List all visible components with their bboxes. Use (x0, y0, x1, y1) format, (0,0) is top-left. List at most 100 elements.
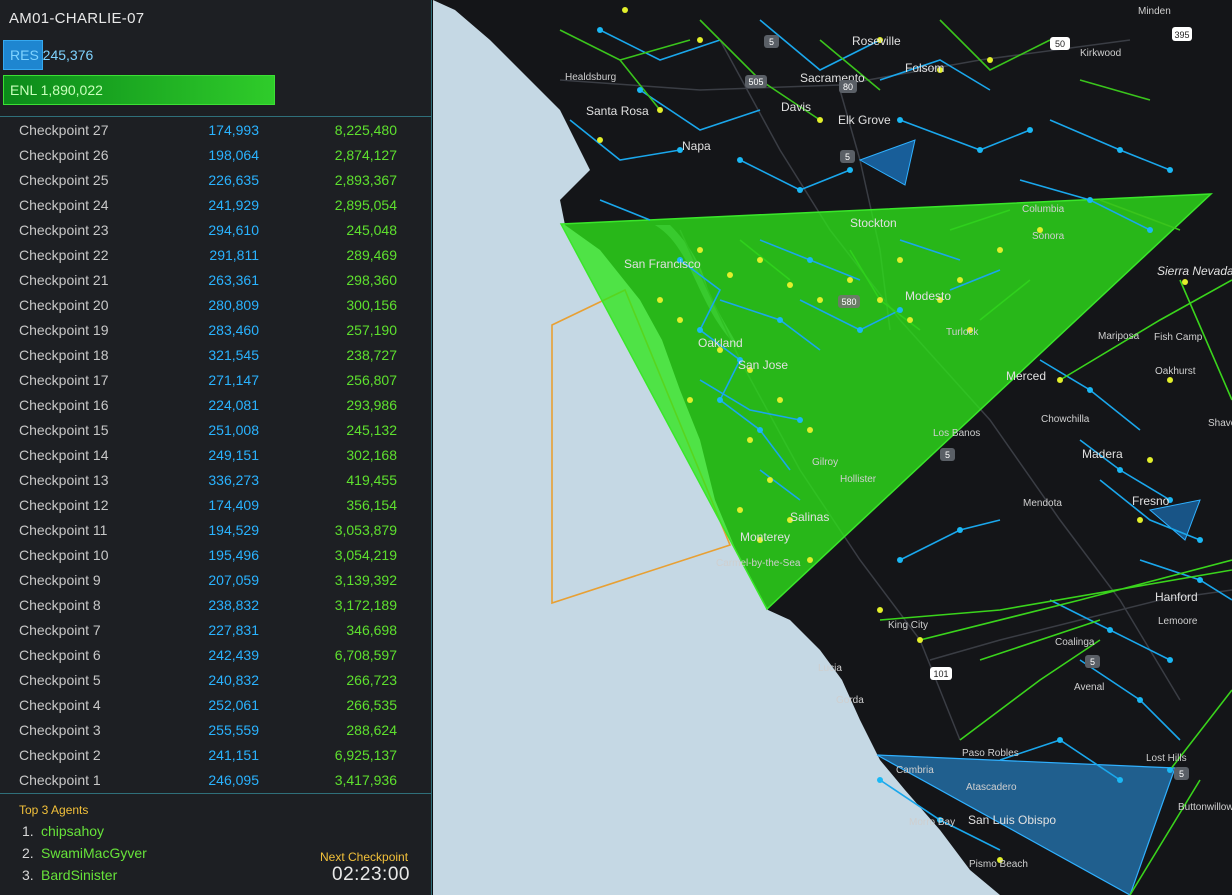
checkpoint-res-score: 242,439 (208, 647, 259, 663)
checkpoint-row: Checkpoint 24 241,929 2,895,054 (0, 193, 431, 218)
checkpoint-row: Checkpoint 11 194,529 3,053,879 (0, 518, 431, 543)
checkpoint-row: Checkpoint 22 291,811 289,469 (0, 243, 431, 268)
checkpoint-name: Checkpoint 14 (19, 447, 109, 463)
checkpoint-name: Checkpoint 17 (19, 372, 109, 388)
city-label: Fresno (1132, 494, 1170, 508)
enl-score-bar: ENL 1,890,022 (3, 75, 275, 105)
checkpoint-enl-score: 2,895,054 (334, 197, 397, 213)
next-checkpoint-label: Next Checkpoint (320, 850, 409, 864)
city-label: San Luis Obispo (968, 813, 1056, 827)
city-label: Modesto (905, 289, 951, 303)
checkpoint-name: Checkpoint 27 (19, 122, 109, 138)
city-label: Fish Camp (1154, 332, 1203, 343)
city-label: Lost Hills (1146, 753, 1187, 764)
city-label: Elk Grove (838, 113, 891, 127)
checkpoint-row: Checkpoint 10 195,496 3,054,219 (0, 543, 431, 568)
city-label: Mendota (1023, 498, 1062, 509)
checkpoint-res-score: 241,151 (208, 747, 259, 763)
checkpoint-enl-score: 6,708,597 (334, 647, 397, 663)
agent-rank: 1. (22, 823, 34, 839)
city-label: Sierra Nevada (1157, 264, 1232, 278)
agent-name-link[interactable]: chipsahoy (41, 823, 105, 839)
checkpoint-row: Checkpoint 25 226,635 2,893,367 (0, 168, 431, 193)
checkpoint-enl-score: 8,225,480 (334, 122, 397, 138)
checkpoint-res-score: 195,496 (208, 547, 259, 563)
city-label: Folsom (905, 61, 944, 75)
checkpoint-row: Checkpoint 13 336,273 419,455 (0, 468, 431, 493)
intel-map[interactable]: Minden Kirkwood Roseville Folsom Healdsb… (433, 0, 1232, 895)
city-label: San Francisco (624, 257, 701, 271)
highway-shield-icon: 5 (764, 35, 779, 48)
checkpoint-res-score: 207,059 (208, 572, 259, 588)
checkpoint-name: Checkpoint 5 (19, 672, 101, 688)
city-label: Davis (781, 100, 811, 114)
checkpoint-name: Checkpoint 23 (19, 222, 109, 238)
checkpoint-row: Checkpoint 14 249,151 302,168 (0, 443, 431, 468)
checkpoint-enl-score: 3,172,189 (334, 597, 397, 613)
city-label: Santa Rosa (586, 104, 649, 118)
checkpoint-res-score: 174,409 (208, 497, 259, 513)
city-label: Turlock (946, 327, 979, 338)
checkpoint-enl-score: 3,054,219 (334, 547, 397, 563)
city-label: Chowchilla (1041, 414, 1090, 425)
checkpoint-name: Checkpoint 21 (19, 272, 109, 288)
highway-shield-icon: 50 (1050, 37, 1070, 50)
checkpoint-row: Checkpoint 23 294,610 245,048 (0, 218, 431, 243)
checkpoint-res-score: 241,929 (208, 197, 259, 213)
checkpoint-res-score: 294,610 (208, 222, 259, 238)
checkpoint-res-score: 238,832 (208, 597, 259, 613)
checkpoint-name: Checkpoint 22 (19, 247, 109, 263)
highway-shield-icon: 395 (1172, 27, 1192, 41)
checkpoint-res-score: 251,008 (208, 422, 259, 438)
highway-shield-icon: 5 (940, 448, 955, 461)
city-label: Oakhurst (1155, 366, 1196, 377)
city-label: Atascadero (966, 782, 1017, 793)
city-label: Stockton (850, 216, 897, 230)
city-label: Morro Bay (909, 817, 955, 828)
checkpoint-enl-score: 6,925,137 (334, 747, 397, 763)
checkpoint-enl-score: 266,723 (346, 672, 397, 688)
agent-name-link[interactable]: SwamiMacGyver (41, 845, 147, 861)
scoreboard-panel: AM01-CHARLIE-07 RES 245,376 ENL 1,890,02… (0, 0, 432, 895)
top-agent-item: 3. BardSinister (22, 867, 117, 883)
agent-rank: 2. (22, 845, 34, 861)
checkpoint-row: Checkpoint 1 246,095 3,417,936 (0, 768, 431, 793)
city-label: Kirkwood (1080, 48, 1121, 59)
city-label: Sonora (1032, 231, 1065, 242)
checkpoint-enl-score: 298,360 (346, 272, 397, 288)
res-control-field (876, 754, 1176, 895)
checkpoint-row: Checkpoint 18 321,545 238,727 (0, 343, 431, 368)
checkpoint-row: Checkpoint 16 224,081 293,986 (0, 393, 431, 418)
highway-shield-icon: 80 (839, 80, 857, 93)
checkpoint-enl-score: 288,624 (346, 722, 397, 738)
city-label: Salinas (790, 510, 829, 524)
checkpoint-row: Checkpoint 20 280,809 300,156 (0, 293, 431, 318)
city-label: Gorda (836, 695, 864, 706)
checkpoint-enl-score: 256,807 (346, 372, 397, 388)
divider (0, 116, 431, 117)
checkpoint-row: Checkpoint 17 271,147 256,807 (0, 368, 431, 393)
checkpoint-res-score: 249,151 (208, 447, 259, 463)
checkpoint-enl-score: 3,417,936 (334, 772, 397, 788)
city-labels: Minden Kirkwood Roseville Folsom Healdsb… (565, 6, 1232, 870)
shield-label: 5 (769, 37, 774, 47)
city-label: Madera (1082, 447, 1123, 461)
checkpoint-res-score: 252,061 (208, 697, 259, 713)
checkpoint-name: Checkpoint 4 (19, 697, 101, 713)
checkpoint-res-score: 291,811 (209, 247, 259, 263)
checkpoint-row: Checkpoint 21 263,361 298,360 (0, 268, 431, 293)
city-label: Hanford (1155, 590, 1198, 604)
checkpoint-res-score: 321,545 (208, 347, 259, 363)
city-label: Avenal (1074, 682, 1104, 693)
checkpoint-res-score: 174,993 (208, 122, 259, 138)
checkpoint-enl-score: 257,190 (346, 322, 397, 338)
city-label: Columbia (1022, 204, 1065, 215)
highway-shield-icon: 505 (745, 75, 767, 88)
checkpoint-name: Checkpoint 12 (19, 497, 109, 513)
city-label: Gilroy (812, 457, 838, 468)
city-label: Merced (1006, 369, 1046, 383)
checkpoint-name: Checkpoint 1 (19, 772, 101, 788)
checkpoint-name: Checkpoint 8 (19, 597, 101, 613)
agent-name-link[interactable]: BardSinister (41, 867, 118, 883)
checkpoint-row: Checkpoint 19 283,460 257,190 (0, 318, 431, 343)
